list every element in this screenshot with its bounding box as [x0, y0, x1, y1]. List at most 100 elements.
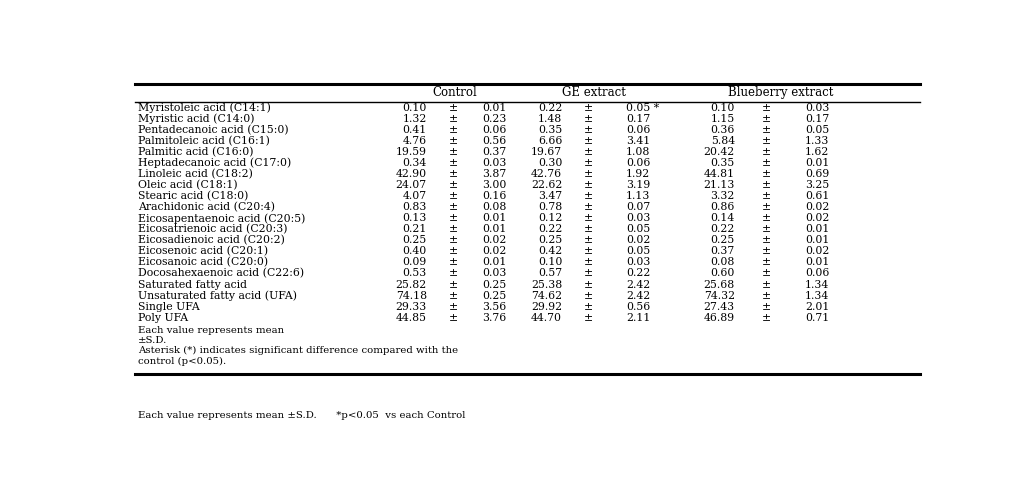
Text: 22.62: 22.62: [531, 180, 562, 190]
Text: 1.34: 1.34: [805, 280, 829, 289]
Text: ±: ±: [584, 191, 593, 201]
Text: 1.92: 1.92: [625, 169, 650, 179]
Text: 4.07: 4.07: [403, 191, 427, 201]
Text: 0.01: 0.01: [483, 257, 507, 267]
Text: ±: ±: [584, 136, 593, 146]
Text: 0.37: 0.37: [711, 246, 735, 256]
Text: 42.90: 42.90: [395, 169, 427, 179]
Text: 1.48: 1.48: [538, 114, 562, 124]
Text: 0.16: 0.16: [483, 191, 507, 201]
Text: ±: ±: [584, 313, 593, 322]
Text: 0.05: 0.05: [625, 246, 650, 256]
Text: 3.25: 3.25: [805, 180, 829, 190]
Text: 0.25: 0.25: [483, 290, 506, 301]
Text: Unsaturated fatty acid (UFA): Unsaturated fatty acid (UFA): [138, 290, 297, 301]
Text: 0.02: 0.02: [483, 246, 507, 256]
Text: ±: ±: [762, 257, 771, 267]
Text: ±: ±: [584, 180, 593, 190]
Text: Myristic acid (C14:0): Myristic acid (C14:0): [138, 113, 255, 124]
Text: ±: ±: [449, 169, 458, 179]
Text: ±: ±: [762, 269, 771, 279]
Text: 44.81: 44.81: [703, 169, 735, 179]
Text: Poly UFA: Poly UFA: [138, 313, 188, 322]
Text: 0.06: 0.06: [805, 269, 829, 279]
Text: Stearic acid (C18:0): Stearic acid (C18:0): [138, 191, 249, 201]
Text: Heptadecanoic acid (C17:0): Heptadecanoic acid (C17:0): [138, 158, 292, 168]
Text: 0.22: 0.22: [538, 224, 562, 234]
Text: ±: ±: [584, 169, 593, 179]
Text: 3.00: 3.00: [483, 180, 507, 190]
Text: 2.11: 2.11: [625, 313, 650, 322]
Text: 0.08: 0.08: [483, 202, 507, 212]
Text: 29.33: 29.33: [395, 302, 427, 312]
Text: ±: ±: [584, 224, 593, 234]
Text: 24.07: 24.07: [395, 180, 427, 190]
Text: ±: ±: [449, 213, 458, 223]
Text: ±: ±: [762, 169, 771, 179]
Text: 0.14: 0.14: [711, 213, 735, 223]
Text: 0.06: 0.06: [625, 158, 650, 168]
Text: ±: ±: [584, 246, 593, 256]
Text: ±: ±: [584, 158, 593, 168]
Text: ±: ±: [449, 290, 458, 301]
Text: ±: ±: [762, 191, 771, 201]
Text: 1.15: 1.15: [711, 114, 735, 124]
Text: ±: ±: [449, 147, 458, 157]
Text: 0.61: 0.61: [805, 191, 829, 201]
Text: 0.07: 0.07: [625, 202, 650, 212]
Text: Pentadecanoic acid (C15:0): Pentadecanoic acid (C15:0): [138, 125, 289, 135]
Text: 19.67: 19.67: [531, 147, 562, 157]
Text: 0.02: 0.02: [805, 202, 829, 212]
Text: 0.02: 0.02: [625, 235, 650, 246]
Text: ±: ±: [584, 125, 593, 135]
Text: 3.56: 3.56: [483, 302, 506, 312]
Text: ±: ±: [449, 202, 458, 212]
Text: 29.92: 29.92: [531, 302, 562, 312]
Text: 0.40: 0.40: [403, 246, 427, 256]
Text: 0.22: 0.22: [538, 103, 562, 113]
Text: 4.76: 4.76: [403, 136, 427, 146]
Text: 0.01: 0.01: [805, 158, 829, 168]
Text: Eicosanoic acid (C20:0): Eicosanoic acid (C20:0): [138, 257, 268, 268]
Text: ±: ±: [584, 147, 593, 157]
Text: ±: ±: [449, 269, 458, 279]
Text: 0.02: 0.02: [483, 235, 507, 246]
Text: ±: ±: [584, 290, 593, 301]
Text: ±: ±: [762, 313, 771, 322]
Text: ±: ±: [449, 224, 458, 234]
Text: 42.76: 42.76: [531, 169, 562, 179]
Text: 0.06: 0.06: [625, 125, 650, 135]
Text: 1.32: 1.32: [403, 114, 427, 124]
Text: ±: ±: [584, 280, 593, 289]
Text: ±: ±: [762, 302, 771, 312]
Text: 0.25: 0.25: [711, 235, 735, 246]
Text: Oleic acid (C18:1): Oleic acid (C18:1): [138, 180, 237, 190]
Text: ±: ±: [584, 213, 593, 223]
Text: ±: ±: [762, 114, 771, 124]
Text: ±: ±: [449, 158, 458, 168]
Text: ±: ±: [762, 280, 771, 289]
Text: control (p<0.05).: control (p<0.05).: [138, 356, 226, 365]
Text: 0.05: 0.05: [625, 224, 650, 234]
Text: 0.05: 0.05: [805, 125, 829, 135]
Text: Myristoleic acid (C14:1): Myristoleic acid (C14:1): [138, 103, 271, 113]
Text: 0.02: 0.02: [805, 213, 829, 223]
Text: 1.34: 1.34: [805, 290, 829, 301]
Text: 46.89: 46.89: [703, 313, 735, 322]
Text: ±: ±: [762, 213, 771, 223]
Text: 0.01: 0.01: [483, 213, 507, 223]
Text: ±: ±: [449, 246, 458, 256]
Text: 6.66: 6.66: [538, 136, 562, 146]
Text: ±: ±: [449, 191, 458, 201]
Text: ±: ±: [762, 147, 771, 157]
Text: ±: ±: [449, 257, 458, 267]
Text: 0.35: 0.35: [711, 158, 735, 168]
Text: ±: ±: [584, 257, 593, 267]
Text: ±: ±: [449, 280, 458, 289]
Text: 2.42: 2.42: [625, 290, 650, 301]
Text: ±: ±: [449, 103, 458, 113]
Text: Docosahexaenoic acid (C22:6): Docosahexaenoic acid (C22:6): [138, 268, 304, 279]
Text: 0.10: 0.10: [403, 103, 427, 113]
Text: 0.03: 0.03: [625, 257, 650, 267]
Text: 19.59: 19.59: [395, 147, 427, 157]
